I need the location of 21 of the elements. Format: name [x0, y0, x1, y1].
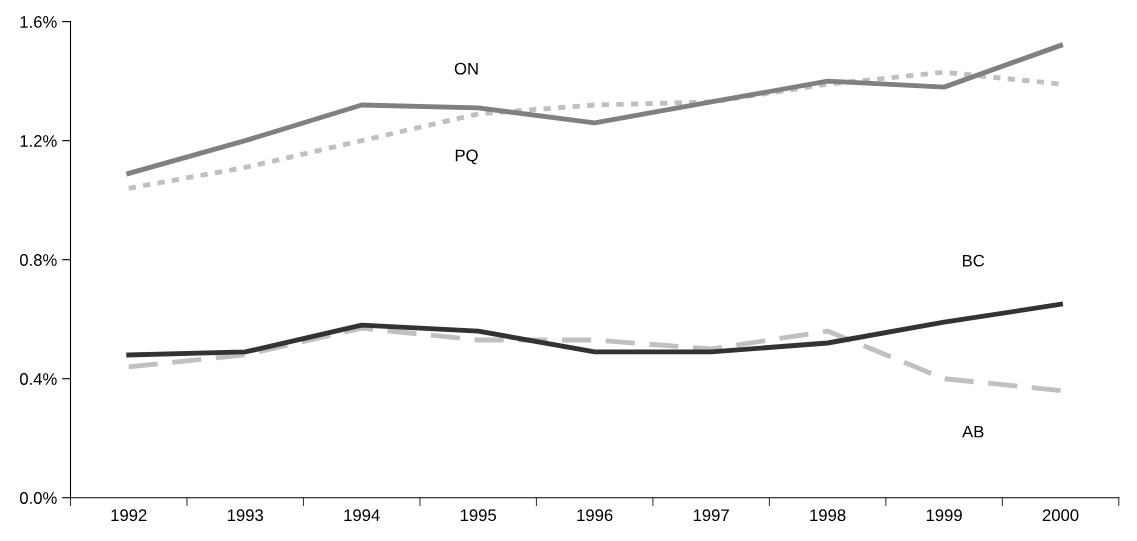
- y-tick-label: 0.0%: [19, 492, 57, 504]
- y-tick-label: 0.4%: [19, 373, 57, 385]
- x-tick-label: 1999: [926, 509, 962, 522]
- x-tick-label: 1998: [810, 509, 846, 522]
- series-label: PQ: [455, 149, 478, 165]
- line-series: [126, 43, 1063, 176]
- text: AB: [962, 425, 984, 438]
- x-tick-label: 1992: [111, 509, 147, 522]
- line-series: [126, 301, 1063, 358]
- x-tick-label: 1997: [693, 509, 729, 522]
- x-tick-label: 2000: [1042, 509, 1079, 522]
- x-tick-label: 1994: [344, 509, 380, 522]
- line-series: [126, 325, 1063, 394]
- x-tick-label: 1993: [227, 509, 264, 522]
- text: BC: [963, 254, 985, 267]
- series-label: ON: [454, 62, 478, 75]
- y-tick-label: 0.8%: [19, 254, 57, 266]
- x-tick-label: 1996: [577, 509, 613, 522]
- x-tick-label: 1995: [460, 509, 497, 522]
- y-tick-label: 1.6%: [20, 16, 57, 28]
- y-tick-label: 1.2%: [20, 135, 57, 147]
